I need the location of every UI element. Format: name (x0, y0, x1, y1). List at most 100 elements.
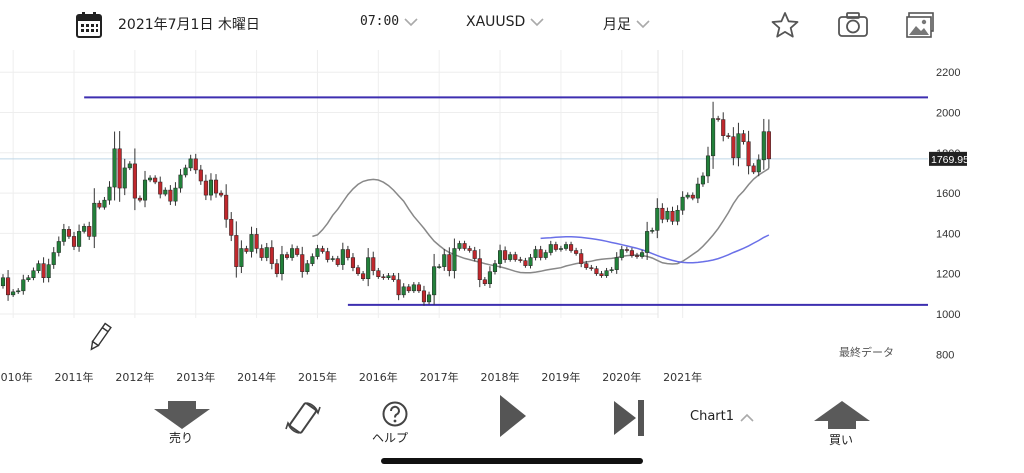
candle-down (269, 247, 274, 264)
candle-down (198, 169, 203, 182)
play-button[interactable] (498, 395, 530, 440)
candle-down (381, 276, 386, 278)
candle-down (518, 259, 523, 261)
candle-down (660, 207, 665, 220)
candle-down (41, 263, 46, 278)
candle-up (543, 252, 548, 258)
candle-up (711, 118, 716, 157)
candle-up (16, 290, 21, 293)
screenshot-button[interactable] (836, 10, 868, 40)
buy-label: 買い (829, 433, 854, 447)
candle-down (731, 136, 736, 159)
skip-to-end-button[interactable] (612, 399, 648, 437)
candle-down (523, 260, 528, 266)
candle-down (193, 158, 198, 171)
candle-up (685, 194, 690, 198)
chevron-down-icon (530, 18, 544, 27)
candle-up (756, 159, 761, 173)
buy-button[interactable]: 買い (812, 399, 872, 449)
candle-down (589, 267, 594, 269)
x-axis-tick-label: 2016年 (359, 370, 398, 384)
candle-up (82, 226, 87, 232)
candle-down (325, 251, 330, 260)
time-selector[interactable]: 07:00 (360, 14, 418, 29)
sell-button[interactable]: 売り (152, 395, 212, 450)
timeframe-selector[interactable]: 月足 (603, 14, 650, 34)
candle-up (558, 248, 563, 250)
candle-down (538, 249, 543, 258)
x-axis-tick-label: 2017年 (420, 370, 459, 384)
help-button[interactable]: ヘルプ (372, 399, 418, 449)
candle-down (482, 279, 487, 285)
candle-down (553, 244, 558, 250)
candle-down (579, 253, 584, 264)
x-axis-tick-label: 2012年 (115, 370, 154, 384)
candle-up (36, 263, 41, 271)
y-axis-tick-label: 800 (936, 349, 954, 361)
candle-down (132, 163, 137, 199)
candle-up (77, 231, 82, 247)
symbol-text: XAUUSD (466, 14, 526, 30)
camera-icon (838, 12, 868, 37)
candle-up (604, 270, 609, 276)
candle-up (487, 271, 492, 285)
candle-up (452, 248, 457, 271)
candle-down (158, 181, 163, 195)
rotate-button[interactable] (284, 399, 324, 439)
candle-up (645, 231, 650, 253)
arrow-down-icon (154, 401, 210, 429)
y-axis-tick-label: 1200 (936, 269, 960, 281)
candle-down (234, 235, 239, 267)
candle-down (513, 254, 518, 260)
candle-down (259, 248, 264, 258)
candle-up (51, 252, 56, 265)
chart-selector[interactable]: Chart1 (690, 409, 760, 429)
home-indicator[interactable] (381, 458, 643, 464)
candle-down (300, 254, 305, 272)
date-text: 2021年7月1日 木曜日 (118, 17, 260, 33)
y-axis-tick-label: 1600 (936, 188, 960, 200)
candle-down (274, 263, 279, 274)
y-axis-tick-label: 2000 (936, 108, 960, 120)
moving-average-line (312, 167, 770, 274)
candle-down (203, 180, 208, 196)
candle-down (71, 236, 77, 247)
candle-up (492, 263, 498, 272)
bottom-toolbar: 売り ヘルプ Chart1 (0, 395, 1024, 455)
candle-down (416, 284, 421, 292)
favorite-button[interactable] (769, 10, 801, 40)
date-label[interactable]: 2021年7月1日 木曜日 (118, 14, 260, 34)
candle-up (614, 257, 619, 270)
candle-up (56, 241, 61, 253)
candle-down (594, 268, 599, 274)
candle-up (279, 254, 285, 274)
play-icon (500, 395, 526, 437)
candle-up (305, 263, 310, 272)
candle-down (396, 279, 401, 296)
calendar-icon (76, 12, 102, 38)
candle-down (751, 165, 756, 173)
candle-up (366, 257, 371, 279)
x-axis-tick-label: 2020年 (602, 370, 641, 384)
symbol-selector[interactable]: XAUUSD (466, 14, 544, 30)
chevron-down-icon (404, 17, 418, 26)
candle-down (599, 273, 604, 276)
candle-down (168, 189, 173, 202)
candle-up (665, 210, 670, 220)
candle-up (700, 175, 705, 185)
gallery-button[interactable] (904, 10, 936, 40)
timeframe-text: 月足 (603, 17, 631, 33)
calendar-button[interactable] (74, 10, 106, 40)
pencil-icon[interactable] (89, 322, 112, 352)
candle-up (528, 257, 533, 266)
candle-up (188, 158, 193, 169)
price-chart[interactable]: 22002000180016001400120010008001769.9520… (0, 50, 1024, 395)
x-axis-tick-label: 2010年 (0, 370, 33, 384)
candle-up (178, 174, 183, 189)
candle-up (173, 187, 178, 202)
x-axis-tick-label: 2018年 (481, 370, 520, 384)
x-axis-tick-label: 2021年 (663, 370, 702, 384)
candle-up (290, 248, 295, 258)
candle-down (284, 254, 290, 258)
candle-down (87, 226, 92, 237)
